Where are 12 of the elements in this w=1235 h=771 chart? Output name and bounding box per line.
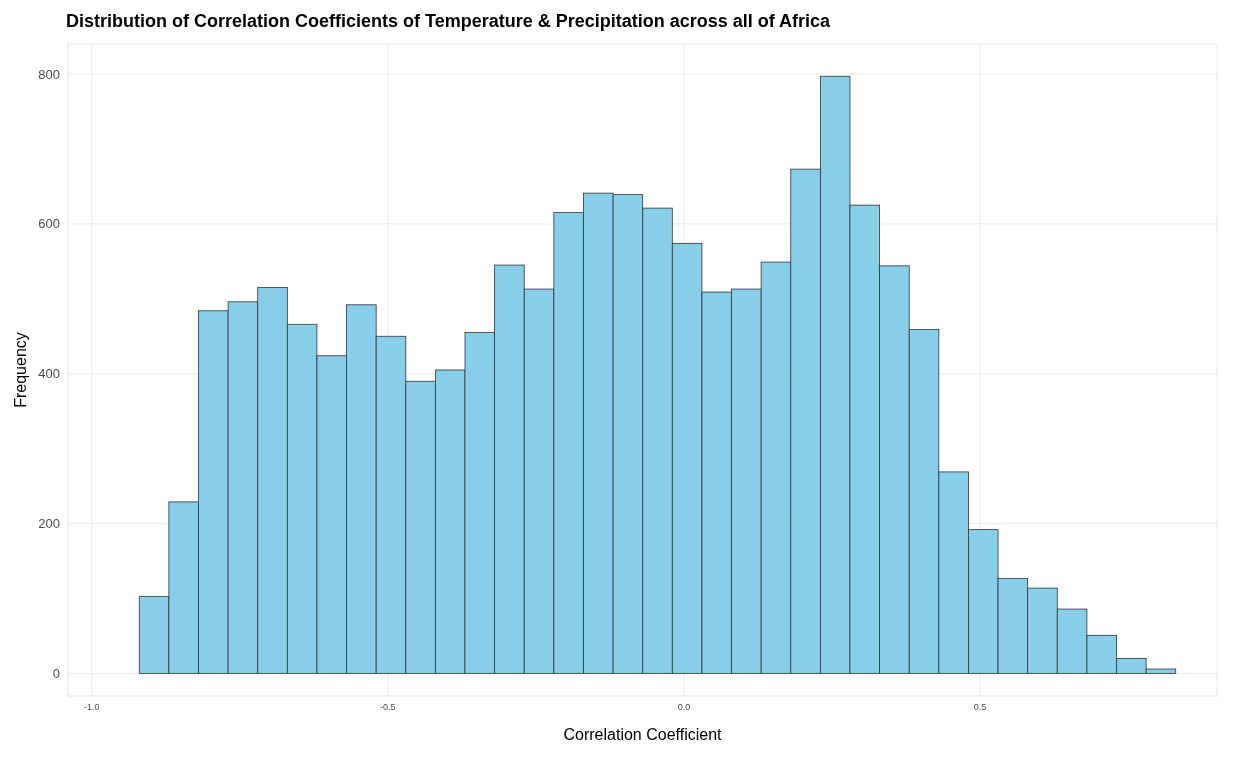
y-tick-label: 0 <box>52 666 60 682</box>
x-tick-label: -1.0 <box>83 702 100 713</box>
y-tick-label: 800 <box>38 66 60 82</box>
y-tick-label: 200 <box>38 516 60 532</box>
y-tick-label: 400 <box>38 366 60 382</box>
x-axis-title: Correlation Coefficient <box>563 726 723 743</box>
y-axis-title: Frequency <box>11 332 29 408</box>
y-tick-label: 600 <box>38 216 60 232</box>
x-tick-label: -0.5 <box>380 702 396 713</box>
x-tick-label: 0.5 <box>973 702 987 713</box>
x-tick-label: 0.0 <box>677 702 691 713</box>
chart-title: Distribution of Correlation Coefficients of Temperature & Precipitation across all of Africa <box>65 10 832 33</box>
